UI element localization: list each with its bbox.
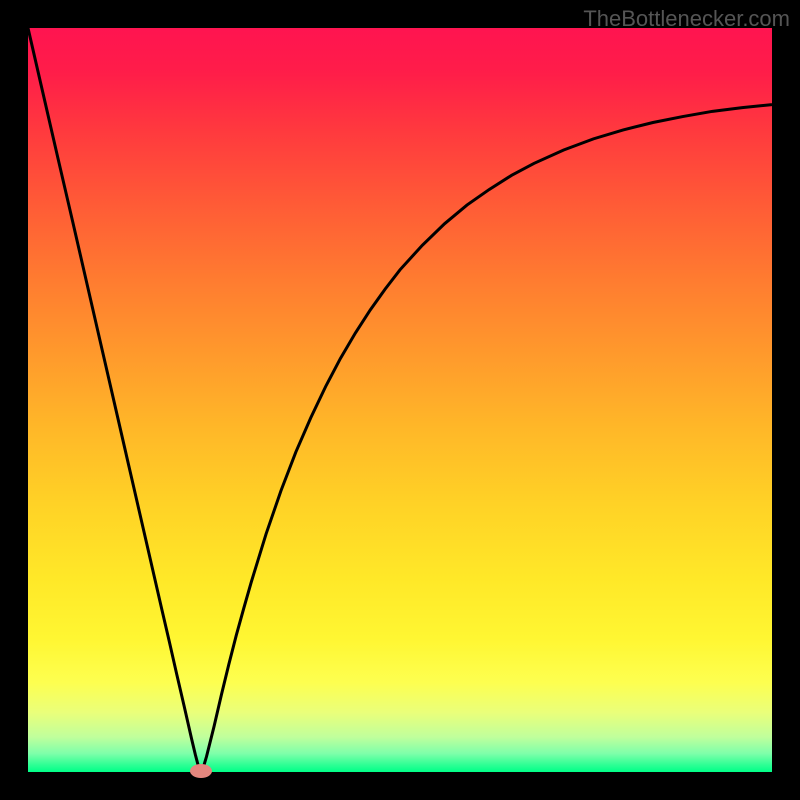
watermark-text: TheBottlenecker.com xyxy=(583,6,790,32)
plot-area xyxy=(28,28,772,772)
bottleneck-curve xyxy=(28,28,772,772)
optimal-point-marker xyxy=(190,764,212,778)
chart-container: TheBottlenecker.com xyxy=(0,0,800,800)
